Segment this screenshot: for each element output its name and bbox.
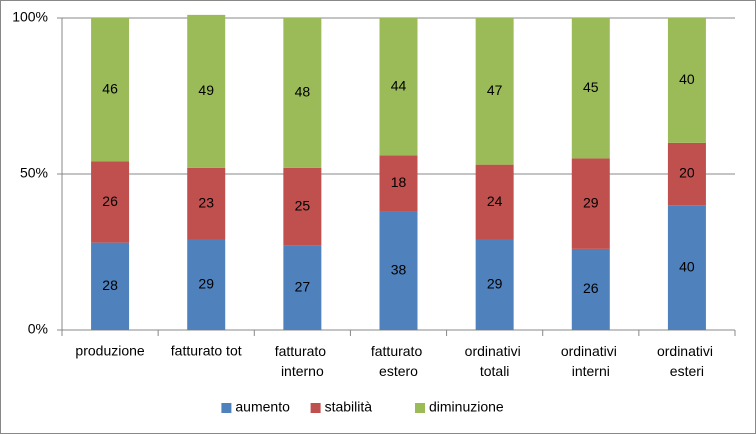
bar-segment xyxy=(667,18,706,143)
bar-segment xyxy=(91,161,130,243)
data-label: 20 xyxy=(679,165,695,181)
bar-segment xyxy=(379,155,418,212)
bar-segment xyxy=(187,167,226,240)
x-tick-label: fatturato interno xyxy=(275,343,330,379)
bar-segment xyxy=(91,242,130,330)
bar-segment xyxy=(475,18,514,165)
legend-label: aumento xyxy=(235,399,290,415)
bar-segment xyxy=(571,158,610,249)
bar-segment xyxy=(475,164,514,240)
bar-segment xyxy=(667,142,706,206)
data-label: 28 xyxy=(102,277,118,293)
data-label: 38 xyxy=(391,261,407,277)
legend-label: stabilità xyxy=(325,399,373,415)
y-tick-label: 0% xyxy=(28,321,48,337)
x-tick-label: produzione xyxy=(75,343,144,359)
data-label: 29 xyxy=(487,275,503,291)
x-tick-label-line: ordinativi xyxy=(465,343,525,359)
bar-segment xyxy=(283,18,322,168)
x-tick-label-line: totali xyxy=(480,363,510,379)
data-label: 40 xyxy=(679,71,695,87)
bar-segment xyxy=(283,167,322,246)
x-tick-label-line: fatturato xyxy=(275,343,330,359)
x-tick-label-line: esteri xyxy=(670,363,704,379)
bar-segment xyxy=(475,239,514,330)
x-tick-label-line: ordinativi xyxy=(657,343,717,359)
data-label: 48 xyxy=(295,84,311,100)
bar-segment xyxy=(187,239,226,330)
legend-swatch xyxy=(415,403,425,413)
data-label: 47 xyxy=(487,82,503,98)
data-label: 45 xyxy=(583,79,599,95)
bar-segment xyxy=(667,205,706,330)
x-tick-label-line: interno xyxy=(281,363,324,379)
data-label: 44 xyxy=(391,77,407,93)
x-tick-label: ordinativi interni xyxy=(561,343,621,379)
bar-segment xyxy=(91,18,130,162)
data-label: 40 xyxy=(679,258,695,274)
data-label: 29 xyxy=(198,275,214,291)
bar-segment xyxy=(283,245,322,330)
x-tick-label: ordinativi totali xyxy=(465,343,525,379)
legend-label: diminuzione xyxy=(429,399,504,415)
data-label: 49 xyxy=(198,82,214,98)
bar-segment xyxy=(379,211,418,330)
bar-segment xyxy=(379,18,418,156)
x-tick-label: fatturato estero xyxy=(371,343,426,379)
x-tick-label-line: estero xyxy=(379,363,418,379)
legend-swatch xyxy=(310,403,321,413)
bar-segment xyxy=(571,248,610,330)
x-tick-label-line: interni xyxy=(572,363,610,379)
x-tick-label-line: fatturato xyxy=(371,343,426,359)
data-label: 26 xyxy=(102,193,118,209)
data-label: 29 xyxy=(583,194,599,210)
data-label: 46 xyxy=(102,80,118,96)
data-label: 26 xyxy=(583,280,599,296)
legend-swatch xyxy=(221,403,232,413)
y-tick-label: 50% xyxy=(20,165,48,181)
bar-segment xyxy=(571,18,610,159)
data-label: 23 xyxy=(198,194,214,210)
y-tick-label: 100% xyxy=(12,9,48,25)
data-label: 25 xyxy=(295,197,311,213)
x-tick-label: ordinativi esteri xyxy=(657,343,717,379)
data-label: 27 xyxy=(295,279,311,295)
data-label: 18 xyxy=(391,174,407,190)
x-tick-label: fatturato tot xyxy=(171,343,242,359)
bar-segment xyxy=(187,14,226,168)
x-tick-label-line: ordinativi xyxy=(561,343,621,359)
data-label: 24 xyxy=(487,193,503,209)
